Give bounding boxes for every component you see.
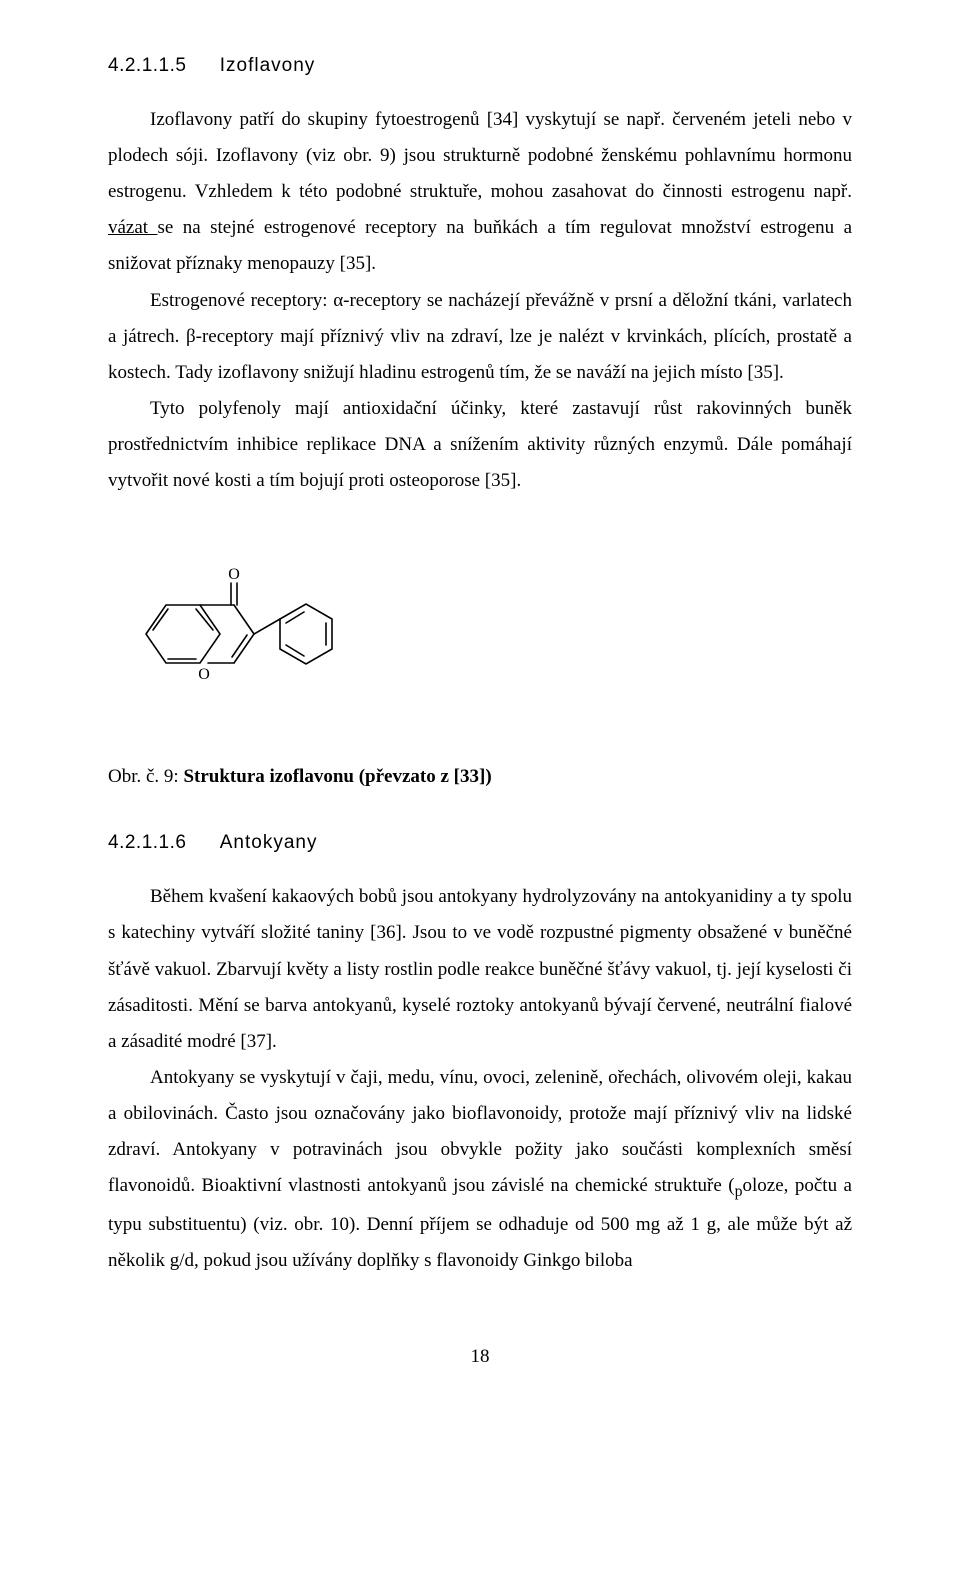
caption-prefix: Obr. č. 9: bbox=[108, 766, 183, 787]
paragraph: Antokyany se vyskytují v čaji, medu, vín… bbox=[108, 1060, 852, 1279]
figure-caption: Obr. č. 9: Struktura izoflavonu (převzat… bbox=[108, 759, 852, 795]
caption-bold: Struktura izoflavonu (převzato z [33]) bbox=[183, 766, 491, 787]
section-heading-antokyany: 4.2.1.1.6 Antokyany bbox=[108, 825, 852, 861]
body-text: Izoflavony patří do skupiny fytoestrogen… bbox=[108, 109, 852, 202]
paragraph: Izoflavony patří do skupiny fytoestrogen… bbox=[108, 102, 852, 282]
body-text: Antokyany se vyskytují v čaji, medu, vín… bbox=[108, 1067, 852, 1196]
chemical-structure-icon: O O bbox=[108, 559, 388, 719]
section-number: 4.2.1.1.6 bbox=[108, 825, 186, 861]
section-heading-izoflavony: 4.2.1.1.5 Izoflavony bbox=[108, 48, 852, 84]
section-number: 4.2.1.1.5 bbox=[108, 48, 186, 84]
paragraph: Během kvašení kakaových bobů jsou antoky… bbox=[108, 879, 852, 1059]
body-text: se na stejné estrogenové receptory na bu… bbox=[108, 217, 852, 274]
section-title: Antokyany bbox=[220, 832, 318, 853]
figure-isoflavone-structure: O O bbox=[108, 559, 852, 719]
paragraph: Tyto polyfenoly mají antioxidační účinky… bbox=[108, 391, 852, 499]
subscript-text: p bbox=[735, 1183, 743, 1200]
section-title: Izoflavony bbox=[220, 55, 316, 76]
paragraph: Estrogenové receptory: α-receptory se na… bbox=[108, 283, 852, 391]
page-number: 18 bbox=[108, 1339, 852, 1375]
svg-text:O: O bbox=[198, 666, 210, 683]
svg-text:O: O bbox=[228, 566, 240, 583]
underlined-text: vázat bbox=[108, 217, 158, 238]
